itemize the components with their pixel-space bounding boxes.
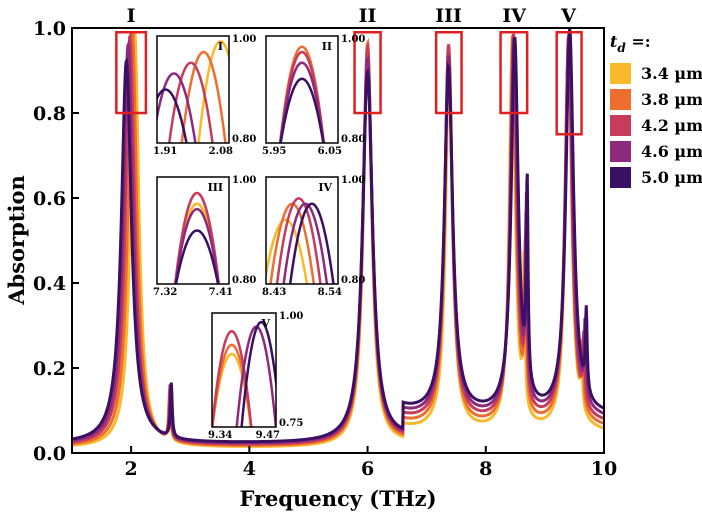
inset-y-min: 0.75 — [279, 418, 303, 429]
inset-frame — [265, 176, 339, 285]
inset-x-min: 8.43 — [262, 287, 286, 298]
inset-x-max: 8.54 — [318, 287, 342, 298]
x-tick-label: 4 — [243, 458, 256, 480]
inset-series-line — [282, 202, 329, 284]
peak-label: V — [560, 5, 577, 27]
peak-highlight-box — [353, 31, 382, 115]
peak-highlight-box — [499, 31, 529, 115]
inset-y-min: 0.80 — [341, 134, 365, 145]
y-axis-title: Absorption — [4, 175, 29, 306]
inset-label: IV — [318, 181, 332, 194]
inset-series-line — [288, 202, 335, 284]
peak-label: II — [359, 5, 377, 27]
inset-y-max: 1.00 — [232, 175, 256, 186]
inset-frame — [265, 35, 339, 144]
inset-y-max: 1.00 — [232, 34, 256, 45]
inset-x-max: 9.47 — [256, 430, 280, 441]
inset-x-max: 7.41 — [209, 287, 233, 298]
inset-label: I — [218, 40, 223, 53]
inset-x-max: 6.05 — [318, 146, 342, 157]
y-tick-label: 0.2 — [33, 358, 66, 380]
legend-swatch — [610, 115, 631, 136]
inset-x-max: 2.08 — [209, 146, 233, 157]
y-axis-ticks: 0.0 0.2 0.4 0.6 0.8 1.0 — [33, 18, 79, 465]
y-tick-label: 0.6 — [33, 188, 66, 210]
legend-title: td =: — [610, 32, 651, 55]
inset-series-line — [279, 61, 325, 143]
legend: td =: 3.4 µm 3.8 µm 4.2 µm 4.6 µm 5.0 µm — [610, 32, 702, 188]
legend-label: 3.8 µm — [641, 90, 702, 109]
inset-y-max: 1.00 — [341, 34, 365, 45]
inset-frame — [156, 176, 230, 285]
inset-label: II — [322, 40, 332, 53]
inset-series-line — [197, 40, 229, 143]
inset-III: III 7.32 7.410.80 1.00 — [153, 175, 256, 298]
inset-series-line — [240, 320, 276, 427]
series-line — [72, 28, 604, 444]
inset-series-line — [157, 72, 197, 143]
legend-label: 3.4 µm — [641, 64, 702, 83]
peak-highlight-box — [115, 31, 148, 115]
inset-series-line — [180, 50, 227, 143]
inset-label: V — [260, 317, 270, 330]
inset-x-min: 7.32 — [153, 287, 177, 298]
inset-II: II 5.95 6.050.80 1.00 — [262, 34, 365, 157]
peak-highlight-boxes — [115, 31, 583, 136]
peak-label: III — [435, 5, 462, 27]
peak-label: I — [127, 5, 136, 27]
peak-highlight-box — [555, 31, 583, 136]
x-tick-label: 10 — [591, 458, 617, 480]
inset-series-line — [279, 77, 325, 143]
legend-label: 4.2 µm — [641, 116, 702, 135]
inset-series-line — [212, 329, 253, 427]
inset-series-line — [174, 207, 220, 284]
inset-I: I 1.91 2.080.80 1.00 — [153, 34, 256, 157]
inset-y-min: 0.80 — [232, 134, 256, 145]
legend-label: 5.0 µm — [641, 168, 702, 187]
y-tick-label: 0.8 — [33, 103, 66, 125]
x-tick-label: 2 — [124, 458, 137, 480]
y-tick-label: 0.0 — [33, 443, 66, 465]
legend-swatch — [610, 63, 631, 84]
x-tick-label: 6 — [361, 458, 374, 480]
inset-series-line — [157, 88, 188, 143]
legend-swatch — [610, 141, 631, 162]
inset-y-max: 1.00 — [341, 175, 365, 186]
inset-frame — [156, 35, 230, 144]
peak-labels: I II III IV V — [127, 5, 577, 27]
y-tick-label: 0.4 — [33, 273, 66, 295]
inset-frame — [211, 312, 277, 428]
legend-swatch — [610, 167, 631, 188]
spectrum-curves — [72, 28, 604, 448]
inset-series-line — [266, 218, 309, 284]
inset-IV: IV 8.43 8.540.80 1.00 — [262, 175, 365, 298]
inset-series-line — [173, 191, 221, 284]
legend-swatch — [610, 89, 631, 110]
peak-highlight-box — [434, 31, 463, 115]
inset-y-min: 0.80 — [232, 275, 256, 286]
x-axis-title: Frequency (THz) — [239, 486, 436, 511]
inset-y-max: 1.00 — [279, 311, 303, 322]
inset-label: III — [208, 181, 223, 194]
inset-x-min: 5.95 — [262, 146, 286, 157]
legend-label: 4.6 µm — [641, 142, 702, 161]
x-axis-ticks: 2 4 6 8 10 — [124, 446, 617, 480]
peak-label: IV — [502, 5, 527, 27]
plot-frame — [71, 27, 605, 454]
x-tick-label: 8 — [479, 458, 492, 480]
inset-series-line — [275, 197, 322, 284]
inset-y-min: 0.80 — [341, 275, 365, 286]
inset-x-min: 1.91 — [153, 146, 177, 157]
inset-series-line — [174, 229, 220, 284]
inset-V: V 9.34 9.470.75 1.00 — [208, 311, 303, 441]
inset-x-min: 9.34 — [208, 430, 232, 441]
y-tick-label: 1.0 — [33, 18, 66, 40]
